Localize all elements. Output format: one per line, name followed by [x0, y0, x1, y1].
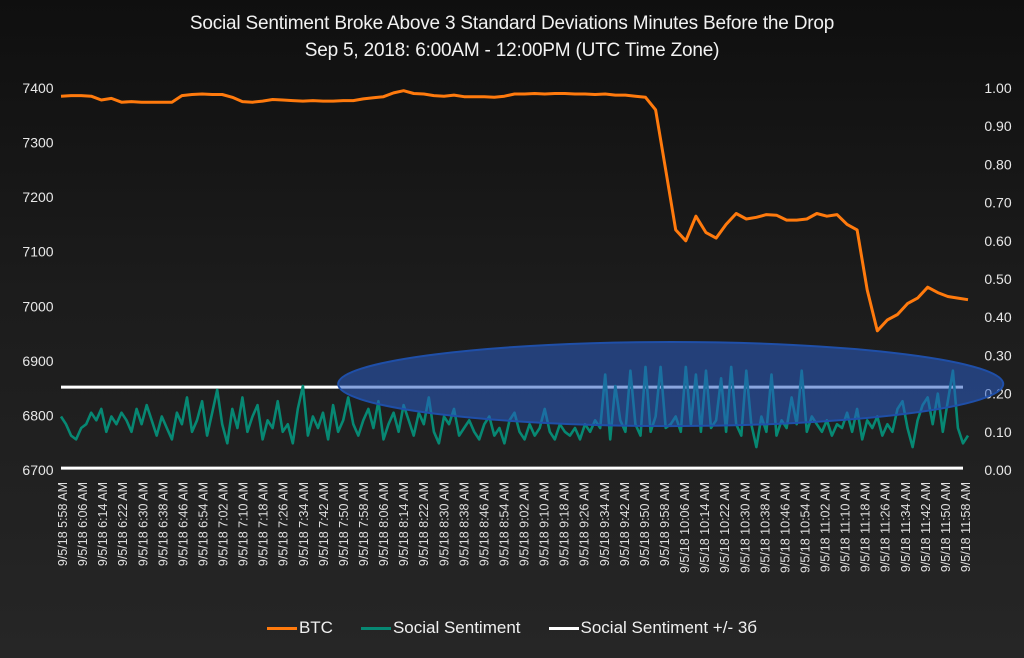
x-axis-tick-label: 9/5/18 8:46 AM — [477, 482, 491, 566]
x-axis-tick-label: 9/5/18 9:10 AM — [538, 482, 552, 566]
legend-item-social-sentiment[interactable]: Social Sentiment — [360, 618, 521, 638]
right-axis-tick-label: 0.60 — [984, 233, 1011, 249]
x-axis-tick-label: 9/5/18 9:58 AM — [658, 482, 672, 566]
x-axis-tick-label: 9/5/18 6:54 AM — [197, 482, 211, 566]
legend-label: Social Sentiment — [392, 618, 521, 637]
x-axis-tick-label: 9/5/18 11:26 AM — [879, 482, 893, 572]
x-axis-tick-label: 9/5/18 7:50 AM — [337, 482, 351, 566]
legend-label: BTC — [298, 618, 333, 637]
right-axis-tick-label: 0.10 — [984, 424, 1011, 440]
x-axis-tick-label: 9/5/18 6:46 AM — [176, 482, 190, 566]
x-axis-tick-label: 9/5/18 10:38 AM — [758, 482, 772, 573]
x-axis-tick-label: 9/5/18 7:02 AM — [217, 482, 231, 566]
x-axis-tick-label: 9/5/18 10:06 AM — [678, 482, 692, 573]
x-axis-tick-label: 9/5/18 6:30 AM — [136, 482, 150, 566]
x-axis-tick-label: 9/5/18 8:30 AM — [437, 482, 451, 566]
right-axis-tick-label: 1.00 — [984, 80, 1011, 96]
x-axis-tick-label: 9/5/18 11:10 AM — [839, 482, 853, 572]
btc-line — [60, 89, 969, 333]
right-axis-tick-label: 0.30 — [984, 347, 1011, 363]
right-axis-tick-label: 0.50 — [984, 271, 1011, 287]
right-axis-tick-label: 0.00 — [984, 462, 1011, 478]
x-axis-tick-label: 9/5/18 11:58 AM — [959, 482, 973, 572]
x-axis-tick-label: 9/5/18 11:18 AM — [859, 482, 873, 572]
right-axis-tick-label: 0.90 — [984, 118, 1011, 134]
highlight-ellipse — [337, 341, 1005, 428]
right-axis-tick-label: 0.40 — [984, 309, 1011, 325]
x-axis-tick-label: 9/5/18 5:58 AM — [56, 482, 70, 566]
left-axis-tick-label: 7000 — [22, 298, 53, 314]
legend-label: Social Sentiment +/- 3б — [580, 618, 758, 637]
plot-area — [59, 89, 1005, 470]
left-axis-tick-label: 7200 — [22, 189, 53, 205]
x-axis-tick-label: 9/5/18 8:54 AM — [498, 482, 512, 566]
x-axis-tick-label: 9/5/18 7:18 AM — [257, 482, 271, 566]
left-axis-tick-label: 7100 — [22, 244, 53, 260]
left-axis-tick-label: 7300 — [22, 135, 53, 151]
x-axis-tick-label: 9/5/18 6:06 AM — [76, 482, 90, 566]
x-axis-tick-label: 9/5/18 6:38 AM — [156, 482, 170, 566]
x-axis-tick-label: 9/5/18 10:14 AM — [698, 482, 712, 573]
legend-swatch-sentiment-band — [548, 626, 579, 630]
x-axis-tick-label: 9/5/18 10:30 AM — [738, 482, 752, 573]
right-axis-tick-label: 0.70 — [984, 195, 1011, 211]
x-axis-tick-label: 9/5/18 8:06 AM — [377, 482, 391, 566]
x-axis-tick-label: 9/5/18 10:22 AM — [718, 482, 732, 573]
x-axis-tick-label: 9/5/18 6:22 AM — [116, 482, 130, 566]
x-axis: 9/5/18 5:58 AM 9/5/18 6:06 AM 9/5/18 6:14 … — [56, 482, 973, 573]
x-axis-tick-label: 9/5/18 7:42 AM — [317, 482, 331, 566]
x-axis-tick-label: 9/5/18 11:42 AM — [919, 482, 933, 572]
x-axis-tick-label: 9/5/18 9:50 AM — [638, 482, 652, 566]
x-axis-tick-label: 9/5/18 11:50 AM — [939, 482, 953, 572]
x-axis-tick-label: 9/5/18 9:18 AM — [558, 482, 572, 566]
legend: BTC Social Sentiment Social Sentiment +/… — [0, 618, 1024, 638]
x-axis-tick-label: 9/5/18 7:58 AM — [357, 482, 371, 566]
right-axis: 1.000.900.800.700.600.500.400.300.200.10… — [984, 80, 1011, 478]
left-axis-tick-label: 6900 — [22, 353, 53, 369]
right-axis-tick-label: 0.80 — [984, 156, 1011, 172]
x-axis-tick-label: 9/5/18 11:02 AM — [819, 482, 833, 572]
left-axis-tick-label: 6700 — [22, 462, 53, 478]
x-axis-tick-label: 9/5/18 8:14 AM — [397, 482, 411, 566]
x-axis-tick-label: 9/5/18 7:34 AM — [297, 482, 311, 566]
legend-swatch-social-sentiment — [360, 626, 391, 630]
chart-title: Social Sentiment Broke Above 3 Standard … — [189, 13, 835, 34]
left-axis-tick-label: 6800 — [22, 407, 53, 423]
x-axis-tick-label: 9/5/18 9:42 AM — [618, 482, 632, 566]
x-axis-tick-label: 9/5/18 10:54 AM — [799, 482, 813, 573]
legend-item-btc[interactable]: BTC — [266, 618, 333, 638]
x-axis-tick-label: 9/5/18 7:10 AM — [237, 482, 251, 566]
x-axis-tick-label: 9/5/18 8:22 AM — [417, 482, 431, 566]
legend-swatch-btc — [266, 626, 297, 630]
left-axis: 7400 7300 7200 7100 7000 6900 6800 6700 — [22, 80, 53, 478]
x-axis-tick-label: 9/5/18 6:14 AM — [96, 482, 110, 566]
x-axis-tick-label: 9/5/18 7:26 AM — [277, 482, 291, 566]
x-axis-tick-label: 9/5/18 9:02 AM — [518, 482, 532, 566]
chart-subtitle: Sep 5, 2018: 6:00AM - 12:00PM (UTC Time … — [304, 40, 720, 61]
x-axis-tick-label: 9/5/18 8:38 AM — [457, 482, 471, 566]
x-axis-tick-label: 9/5/18 9:34 AM — [598, 482, 612, 566]
x-axis-tick-label: 9/5/18 11:34 AM — [899, 482, 913, 572]
left-axis-tick-label: 7400 — [22, 80, 53, 96]
x-axis-tick-label: 9/5/18 9:26 AM — [578, 482, 592, 566]
legend-item-sentiment-band[interactable]: Social Sentiment +/- 3б — [548, 618, 758, 638]
x-axis-tick-label: 9/5/18 10:46 AM — [778, 482, 792, 573]
